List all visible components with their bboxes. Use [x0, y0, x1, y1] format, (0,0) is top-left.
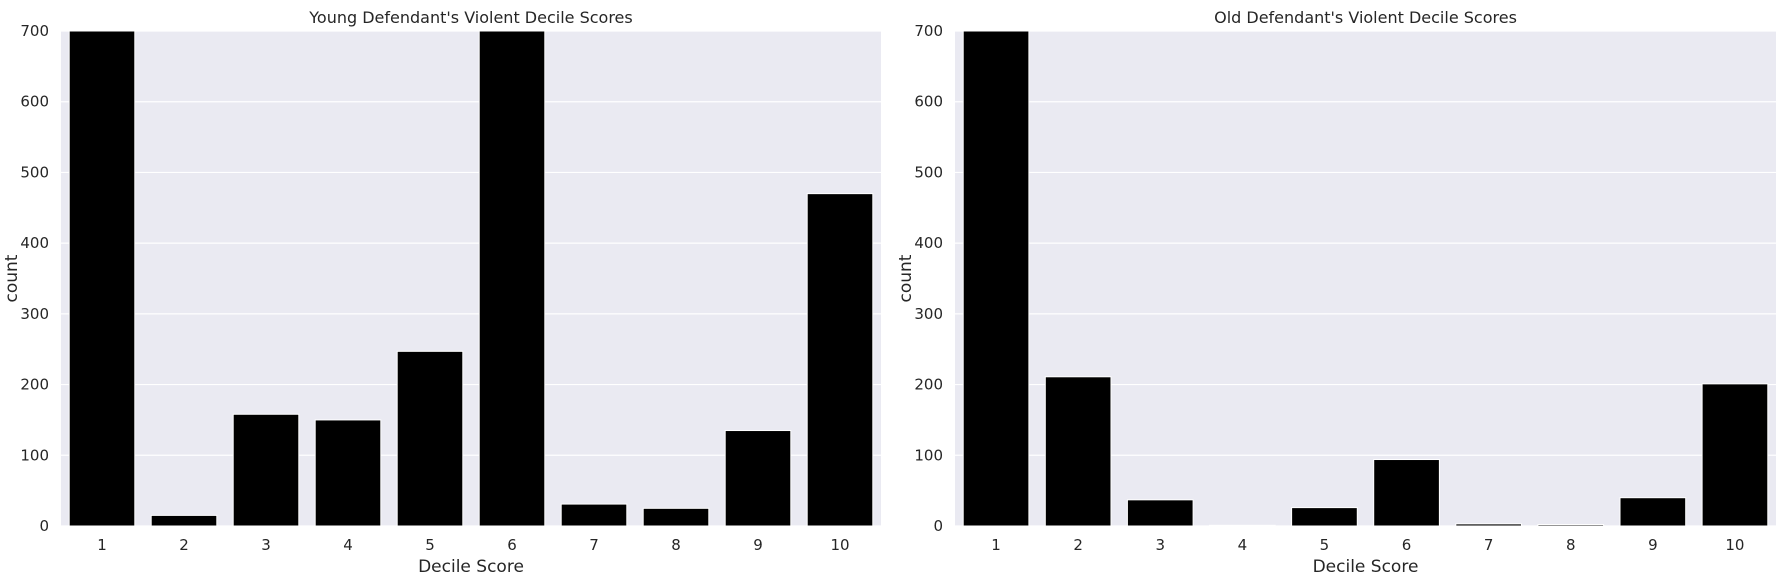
y-tick-label: 600 [914, 93, 943, 111]
x-tick-label: 1 [991, 536, 1001, 554]
y-tick-label: 200 [20, 376, 49, 394]
y-tick-labels: 0 100 200 300 400 500 600 700 [914, 22, 943, 535]
bars [962, 30, 1769, 527]
y-tick-label: 500 [20, 163, 49, 181]
bar [232, 413, 300, 527]
bar [962, 30, 1030, 527]
y-axis-label: count [2, 254, 22, 302]
x-tick-label: 4 [1238, 536, 1248, 554]
bar [1701, 383, 1769, 527]
y-tick-label: 200 [914, 376, 943, 394]
chart-title: Old Defendant's Violent Decile Scores [1214, 8, 1517, 27]
bar [1373, 459, 1440, 527]
x-tick-label: 3 [1155, 536, 1165, 554]
bar [150, 514, 218, 527]
y-axis-label: count [896, 254, 916, 302]
y-tick-label: 500 [914, 163, 943, 181]
x-tick-label: 8 [1566, 536, 1576, 554]
x-axis-label: Decile Score [1313, 557, 1419, 577]
y-tick-label: 400 [914, 234, 943, 252]
x-tick-label: 2 [1073, 536, 1083, 554]
x-tick-label: 8 [671, 536, 681, 554]
y-tick-label: 600 [20, 93, 49, 111]
x-tick-label: 6 [507, 536, 517, 554]
chart-title: Young Defendant's Violent Decile Scores [308, 8, 632, 27]
bar [724, 430, 792, 527]
bar [1126, 499, 1194, 527]
bar [560, 503, 628, 527]
bar [806, 193, 874, 527]
x-tick-label: 6 [1402, 536, 1412, 554]
x-tick-label: 9 [1648, 536, 1658, 554]
x-tick-label: 5 [425, 536, 435, 554]
bar [478, 30, 546, 527]
bar [314, 419, 382, 527]
x-tick-label: 7 [589, 536, 599, 554]
x-tick-label: 4 [343, 536, 353, 554]
y-tick-label: 300 [20, 305, 49, 323]
bar [642, 507, 710, 527]
chart-old: 1 2 3 4 5 6 7 8 9 10 0 100 200 300 400 500 600 700 Old D… [896, 8, 1776, 577]
x-tick-label: 9 [753, 536, 763, 554]
x-tick-label: 10 [1725, 536, 1744, 554]
y-tick-label: 700 [914, 22, 943, 40]
bar [1044, 376, 1112, 527]
x-tick-labels: 1 2 3 4 5 6 7 8 9 10 [97, 536, 849, 554]
y-tick-label: 0 [933, 517, 943, 535]
x-tick-label: 3 [261, 536, 271, 554]
y-tick-label: 700 [20, 22, 49, 40]
y-tick-label: 100 [20, 446, 49, 464]
y-tick-label: 400 [20, 234, 49, 252]
bar [68, 30, 136, 527]
chart-young: 1 2 3 4 5 6 7 8 9 10 0 100 200 300 400 500 600 700 Young… [2, 8, 881, 577]
x-tick-label: 1 [97, 536, 107, 554]
x-tick-label: 7 [1484, 536, 1494, 554]
bars [68, 30, 874, 527]
bar [396, 350, 464, 527]
y-tick-label: 100 [914, 446, 943, 464]
bar [1291, 507, 1358, 527]
y-tick-labels: 0 100 200 300 400 500 600 700 [20, 22, 49, 535]
x-tick-label: 5 [1320, 536, 1330, 554]
x-tick-label: 2 [179, 536, 189, 554]
bar [1537, 524, 1605, 527]
bar [1455, 523, 1522, 527]
y-tick-label: 0 [39, 517, 49, 535]
y-tick-label: 300 [914, 305, 943, 323]
bar [1619, 497, 1687, 527]
x-tick-label: 10 [830, 536, 849, 554]
x-tick-labels: 1 2 3 4 5 6 7 8 9 10 [991, 536, 1744, 554]
bar [1209, 524, 1276, 527]
x-axis-label: Decile Score [418, 557, 524, 577]
